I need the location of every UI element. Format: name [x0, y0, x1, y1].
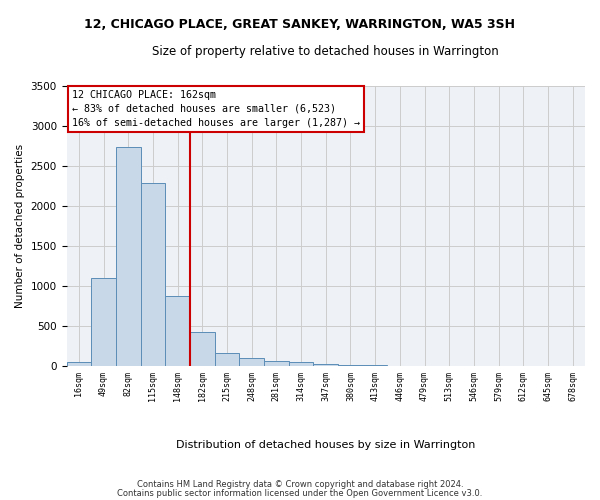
Bar	[116, 148, 140, 366]
Bar	[289, 362, 313, 366]
Bar	[91, 278, 116, 366]
Bar	[313, 364, 338, 366]
Bar	[264, 361, 289, 366]
Y-axis label: Number of detached properties: Number of detached properties	[15, 144, 25, 308]
Bar	[67, 362, 91, 366]
Bar	[338, 364, 363, 366]
X-axis label: Distribution of detached houses by size in Warrington: Distribution of detached houses by size …	[176, 440, 475, 450]
Bar	[190, 332, 215, 366]
Bar	[239, 358, 264, 366]
Text: 12, CHICAGO PLACE, GREAT SANKEY, WARRINGTON, WA5 3SH: 12, CHICAGO PLACE, GREAT SANKEY, WARRING…	[85, 18, 515, 30]
Bar	[165, 296, 190, 366]
Bar	[140, 182, 165, 366]
Text: Contains HM Land Registry data © Crown copyright and database right 2024.: Contains HM Land Registry data © Crown c…	[137, 480, 463, 489]
Text: Contains public sector information licensed under the Open Government Licence v3: Contains public sector information licen…	[118, 488, 482, 498]
Bar	[215, 352, 239, 366]
Title: Size of property relative to detached houses in Warrington: Size of property relative to detached ho…	[152, 45, 499, 58]
Bar	[363, 365, 388, 366]
Text: 12 CHICAGO PLACE: 162sqm
← 83% of detached houses are smaller (6,523)
16% of sem: 12 CHICAGO PLACE: 162sqm ← 83% of detach…	[72, 90, 360, 128]
